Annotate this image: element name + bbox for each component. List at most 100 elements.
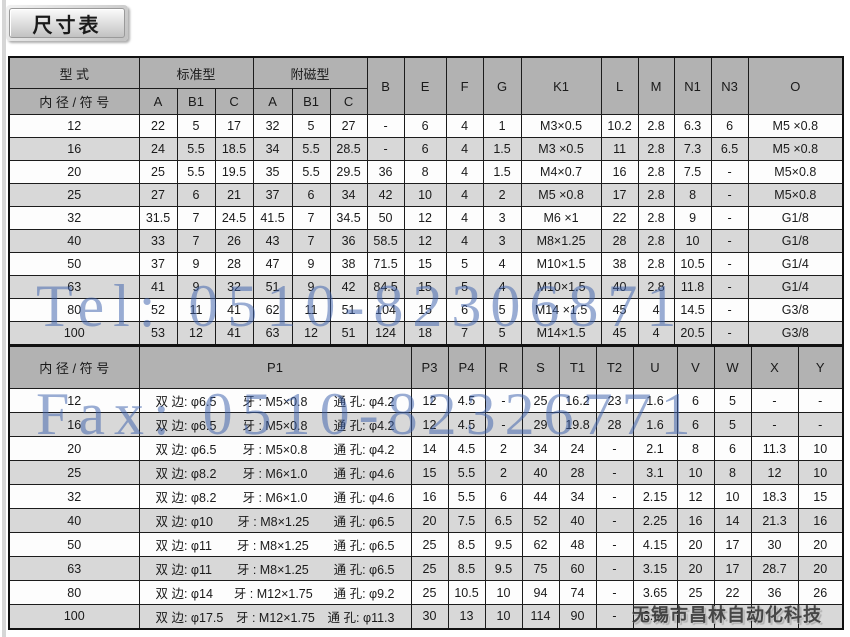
table-row: 25 27 6 21 37 6 34 42 10 4 2 M5 ×0.8 17 2.8 8- M5×0.8: [8, 183, 844, 207]
col-header-standard: 标准型: [138, 56, 254, 89]
table-cell: 11: [600, 137, 639, 161]
table-cell: 100: [8, 604, 140, 629]
table-row: 50 双 边: φ11 牙 : M8×1.25 通 孔: φ6.5 25 8.5 9.5 62…: [8, 532, 844, 557]
table-cell: -: [595, 484, 634, 509]
p1-part: 通 孔: φ6.5: [333, 563, 395, 577]
table-cell: [713, 604, 752, 629]
table-cell: 6: [676, 412, 715, 437]
table-cell: 6.5: [710, 137, 749, 161]
table-row: 32 双 边: φ8.2 牙 : M6×1.0 通 孔: φ4.6 16 5.5 6 44 34…: [8, 484, 844, 509]
table-cell: 16: [600, 160, 639, 184]
table-cell: -: [710, 321, 749, 345]
table-cell: -: [595, 604, 634, 629]
table-cell: 75: [521, 556, 560, 581]
table-cell: 38: [600, 252, 639, 276]
table-cell: 40: [600, 275, 639, 299]
table-cell: 52: [521, 508, 560, 533]
p1-part: 牙 : M8×1.25: [236, 563, 309, 577]
table-cell: 12: [403, 206, 447, 230]
table-cell: 37: [138, 252, 178, 276]
table-cell: 17: [713, 556, 752, 581]
table-cell: 5.5: [291, 137, 331, 161]
table-cell: 25: [410, 532, 449, 557]
table-cell: 29.5: [329, 160, 368, 184]
table-cell: 40: [558, 508, 597, 533]
table-cell: M5×0.8: [747, 160, 844, 184]
page-edge-line: [2, 0, 6, 637]
page-title: 尺寸表: [9, 8, 125, 38]
table-row: 12 双 边: φ6.5 牙 : M5×0.8 通 孔: φ4.2 12 4.5-25 16…: [8, 388, 844, 413]
table-cell: M5 ×0.8: [747, 137, 844, 161]
table-row: 20 25 5.5 19.5 35 5.5 29.5 36 8 4 1.5 M4×0.7 16 2.8 7.…: [8, 160, 844, 184]
table-cell: 4.5: [447, 436, 486, 461]
table-cell: 10: [797, 436, 844, 461]
table-cell: 5.5: [176, 137, 216, 161]
table-cell: 31.5: [138, 206, 178, 230]
table-cell: 34.5: [329, 206, 368, 230]
table-cell: 42: [366, 183, 405, 207]
p1-part: 双 边: φ17.5: [155, 610, 224, 625]
table-cell: 90: [558, 604, 597, 629]
table-cell: 2.1: [632, 436, 678, 461]
table-cell: 20: [8, 436, 140, 461]
col-header-P4: P4: [447, 345, 486, 389]
table-cell: 25: [8, 183, 140, 207]
table-cell: 21: [214, 183, 254, 207]
table-cell: G3/8: [747, 321, 844, 345]
table-cell: -: [366, 137, 405, 161]
table-cell: -: [484, 412, 523, 437]
table-cell: 80: [8, 580, 140, 605]
table-cell: -: [710, 298, 749, 322]
col-header-mag-B1: B1: [291, 88, 331, 115]
table-cell: 32: [214, 275, 254, 299]
table-cell: 53: [138, 321, 178, 345]
table-cell: 13: [447, 604, 486, 629]
col-header-V: V: [676, 345, 715, 389]
table-cell: M8×1.25: [520, 229, 602, 253]
table-cell: 14.5: [673, 298, 712, 322]
table-cell: 40: [521, 460, 560, 485]
table-cell: 16: [410, 484, 449, 509]
table-row: 100 53 12 41 63 12 51 124 18 7 5 M14×1.5 45 4 20.5- G3/…: [8, 321, 844, 345]
col-header-W: W: [713, 345, 752, 389]
table-cell: 84.5: [366, 275, 405, 299]
table-cell: 51: [329, 321, 368, 345]
table2-body: 12 双 边: φ6.5 牙 : M5×0.8 通 孔: φ4.2 12 4.5-25 16…: [8, 388, 844, 629]
p1-part: 牙 : M12×1.75: [233, 587, 313, 601]
table-cell: [750, 604, 799, 629]
table-cell: 4.5: [447, 412, 486, 437]
table-cell: 2.15: [632, 484, 678, 509]
table-cell: 62: [252, 298, 293, 322]
table-cell: 48: [558, 532, 597, 557]
table-cell: M14 ×1.5: [520, 298, 602, 322]
table-cell: M3×0.5: [520, 114, 602, 138]
table-cell: 7: [291, 229, 331, 253]
col-header-E: E: [403, 56, 447, 115]
p1-cell: 双 边: φ8.2 牙 : M6×1.0 通 孔: φ4.6: [138, 460, 412, 485]
table-cell: 7: [176, 206, 216, 230]
table-cell: 11: [291, 298, 331, 322]
table-cell: 28: [214, 252, 254, 276]
table-cell: M10×1.5: [520, 275, 602, 299]
table-cell: 50: [366, 206, 405, 230]
table-cell: G1/8: [747, 206, 844, 230]
table-row: 50 37 9 28 47 9 38 71.5 15 5 4 M10×1.5 38 2.8 10.5- G1/…: [8, 252, 844, 276]
table-cell: 2.8: [637, 160, 675, 184]
table-cell: 10.5: [673, 252, 712, 276]
table-cell: 74: [558, 580, 597, 605]
table-cell: -: [595, 580, 634, 605]
table-cell: 34: [558, 484, 597, 509]
table-cell: 12: [8, 388, 140, 413]
table-cell: 32: [252, 114, 293, 138]
table-cell: -: [710, 229, 749, 253]
table-cell: 3: [482, 206, 522, 230]
col-header-N1: N1: [673, 56, 712, 115]
table-cell: 2: [484, 436, 523, 461]
table-cell: -: [595, 508, 634, 533]
table-cell: G1/4: [747, 275, 844, 299]
table-cell: 3.1: [632, 460, 678, 485]
table-cell: 5: [176, 114, 216, 138]
table-cell: 2: [482, 183, 522, 207]
table-cell: 63: [252, 321, 293, 345]
